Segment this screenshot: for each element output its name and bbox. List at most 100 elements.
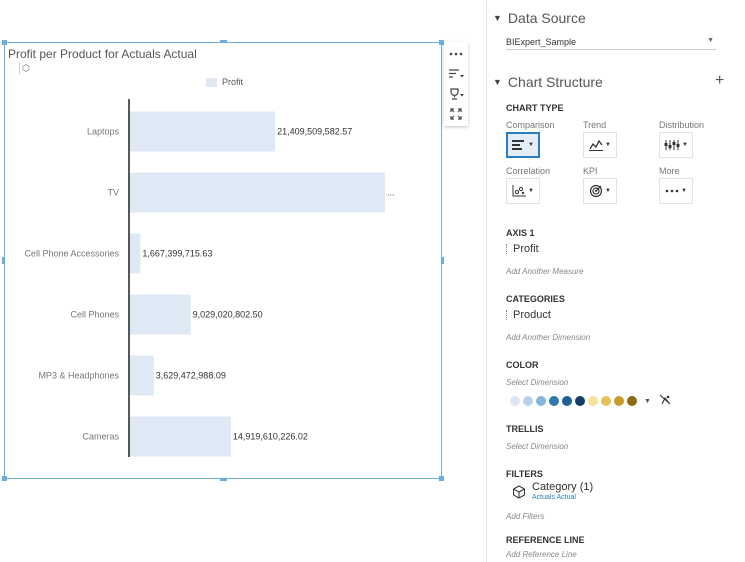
filter-category[interactable]: Category (1) Actuals Actual <box>512 481 593 501</box>
chart-type-distribution-button[interactable]: ▼ <box>659 132 693 158</box>
bar-chart-icon <box>512 140 525 150</box>
bar[interactable] <box>129 294 191 335</box>
category-label: Cameras <box>82 432 119 442</box>
bar[interactable] <box>129 355 154 396</box>
resize-handle-top-right[interactable] <box>439 40 444 45</box>
resize-handle-bottom[interactable] <box>220 478 227 481</box>
bar[interactable] <box>129 233 141 274</box>
palette-dropdown-icon[interactable]: ▼ <box>644 397 651 405</box>
color-palette[interactable]: ▼ <box>510 392 671 410</box>
color-swatch[interactable] <box>575 396 585 406</box>
category-label: Cell Phones <box>70 310 119 320</box>
line-chart-icon <box>589 139 604 151</box>
drag-handle-icon[interactable] <box>506 310 507 320</box>
data-source-header[interactable]: ▼ Data Source <box>493 10 586 26</box>
legend-label: Profit <box>222 77 244 87</box>
axis1-measure-label: Profit <box>513 243 539 255</box>
color-swatch[interactable] <box>523 396 533 406</box>
color-swatch[interactable] <box>510 396 520 406</box>
color-swatch[interactable] <box>588 396 598 406</box>
category-label: Laptops <box>87 127 120 137</box>
collapse-caret-icon: ▼ <box>493 13 502 23</box>
chart-type-correlation-label: Correlation <box>506 166 551 176</box>
chart-type-comparison-label: Comparison <box>506 120 555 130</box>
rank-icon[interactable] <box>444 84 468 104</box>
chart-type-more-label: More <box>659 166 680 176</box>
data-source-select[interactable]: BIExpert_Sample ▼ <box>506 33 716 50</box>
color-reset-icon[interactable] <box>659 392 671 410</box>
bar[interactable] <box>129 111 276 152</box>
more-icon[interactable] <box>444 44 468 64</box>
builder-panel: ▼ Data Source BIExpert_Sample ▼ ▼ Chart … <box>486 0 745 562</box>
bar-chart: Laptops 21,409,509,582.57 TV ... Cell Phone … <box>24 99 395 457</box>
color-select-dimension[interactable]: Select Dimension <box>506 378 569 387</box>
drag-handle-icon[interactable] <box>506 244 507 254</box>
chart-type-more-button[interactable]: ▼ <box>659 178 693 204</box>
chart-type-trend-label: Trend <box>583 120 607 130</box>
chart-widget[interactable]: Profit per Product for Actuals Actual ⬡ … <box>2 40 444 481</box>
category-label: Cell Phone Accessories <box>24 249 119 259</box>
category-label: TV <box>107 188 119 198</box>
data-source-title: Data Source <box>507 10 586 26</box>
sort-icon[interactable] <box>444 64 468 84</box>
categories-label: CATEGORIES <box>506 294 565 304</box>
filters-label: FILTERS <box>506 469 543 479</box>
categories-dimension[interactable]: Product <box>506 309 551 321</box>
add-filters-link[interactable]: Add Filters <box>506 512 545 521</box>
collapse-caret-icon: ▼ <box>493 77 502 87</box>
data-label: 14,919,610,226.02 <box>233 432 308 442</box>
chart-toolbar <box>444 42 468 126</box>
bar[interactable] <box>129 416 231 457</box>
data-label: 21,409,509,582.57 <box>277 127 352 137</box>
more-icon <box>665 189 679 193</box>
bar[interactable] <box>129 172 385 213</box>
chart-title-divider <box>19 62 20 74</box>
chart-structure-header[interactable]: ▼ Chart Structure <box>493 74 603 90</box>
chart-legend: Profit <box>206 77 243 87</box>
color-swatch[interactable] <box>549 396 559 406</box>
trellis-select-dimension[interactable]: Select Dimension <box>506 442 569 451</box>
add-icon[interactable]: + <box>715 72 725 89</box>
filter-sub: Actuals Actual <box>532 494 576 501</box>
color-swatch[interactable] <box>614 396 624 406</box>
color-swatch[interactable] <box>536 396 546 406</box>
resize-handle-top-left[interactable] <box>2 40 7 45</box>
add-dimension-link[interactable]: Add Another Dimension <box>506 333 591 342</box>
resize-handle-right[interactable] <box>441 257 444 264</box>
fullscreen-icon[interactable] <box>444 104 468 124</box>
add-reference-line-link[interactable]: Add Reference Line <box>506 550 577 559</box>
chart-structure-title: Chart Structure <box>507 74 603 90</box>
data-label: 1,667,399,715.63 <box>142 249 212 259</box>
legend-swatch <box>206 77 217 87</box>
resize-handle-top[interactable] <box>220 40 227 43</box>
chart-type-distribution-label: Distribution <box>659 120 705 130</box>
add-measure-link[interactable]: Add Another Measure <box>506 267 584 276</box>
distribution-icon <box>664 140 680 150</box>
chart-type-trend-button[interactable]: ▼ <box>583 132 617 158</box>
chart-type-kpi-button[interactable]: ▼ <box>583 178 617 204</box>
scatter-icon <box>512 185 527 197</box>
color-swatch[interactable] <box>627 396 637 406</box>
data-source-value: BIExpert_Sample <box>506 37 577 47</box>
resize-handle-bottom-right[interactable] <box>439 476 444 481</box>
chart-type-comparison-button[interactable]: ▼ <box>506 132 540 158</box>
filter-name: Category (1) <box>532 481 594 493</box>
model-icon: ⬡ <box>22 63 30 73</box>
chart-title: Profit per Product for Actuals Actual <box>8 47 197 61</box>
chart-type-correlation-button[interactable]: ▼ <box>506 178 540 204</box>
resize-handle-left[interactable] <box>2 257 5 264</box>
cube-icon <box>513 485 525 499</box>
kpi-target-icon <box>589 184 603 198</box>
category-label: MP3 & Headphones <box>38 371 119 381</box>
color-swatch[interactable] <box>562 396 572 406</box>
axis1-label: AXIS 1 <box>506 228 535 238</box>
reference-line-label: REFERENCE LINE <box>506 535 585 545</box>
categories-dimension-label: Product <box>513 309 551 321</box>
chevron-down-icon: ▼ <box>707 37 714 44</box>
axis1-measure[interactable]: Profit <box>506 243 539 255</box>
chart-type-label: CHART TYPE <box>506 103 564 113</box>
data-label: 3,629,472,988.09 <box>156 371 226 381</box>
resize-handle-bottom-left[interactable] <box>2 476 7 481</box>
trellis-label: TRELLIS <box>506 424 544 434</box>
color-swatch[interactable] <box>601 396 611 406</box>
